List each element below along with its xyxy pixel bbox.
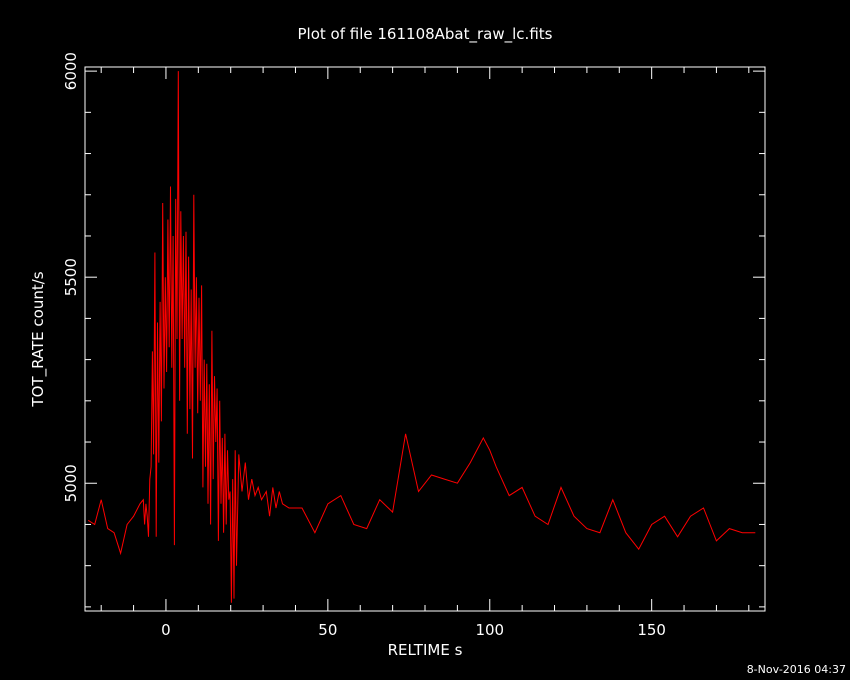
y-tick-label: 5500 [62,258,80,296]
y-axis-ticks: 5000 5500 6000 [62,52,765,608]
footer-timestamp: 8-Nov-2016 04:37 [747,663,846,676]
x-tick-label: 0 [161,621,171,639]
chart-title: Plot of file 161108Abat_raw_lc.fits [298,25,553,44]
x-tick-label: 100 [475,621,504,639]
y-tick-label: 6000 [62,52,80,90]
series-line [87,71,756,603]
x-tick-label: 150 [637,621,666,639]
x-axis-label: RELTIME s [388,641,463,659]
x-tick-label: 50 [318,621,337,639]
x-axis-ticks: 0 50 100 150 [100,67,750,639]
y-tick-label: 5000 [62,464,80,502]
series-layer [87,71,756,603]
y-axis-label: TOT_RATE count/s [29,271,48,407]
